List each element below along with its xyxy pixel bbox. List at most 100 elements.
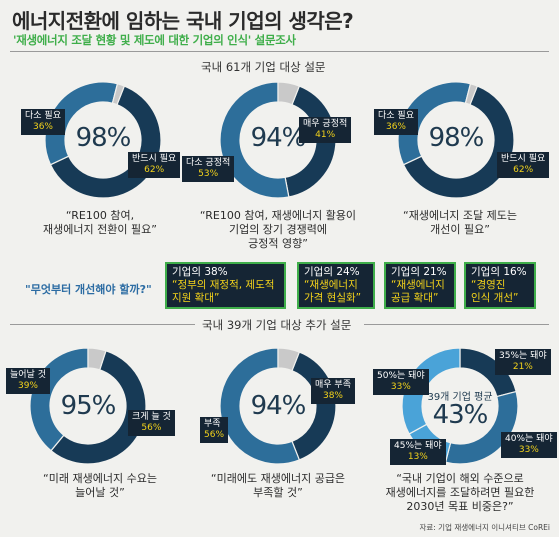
caption-line: 2030년 목표 비중은?”	[406, 500, 514, 513]
chart-caption: “RE100 참여, 재생에너지 활용이 기업의 장기 경쟁력에 긍정적 영향”	[178, 209, 378, 251]
slice-label: 50%는 돼야 33%	[373, 369, 429, 395]
donut-center-value: 94%	[250, 391, 307, 421]
donut-slice	[87, 347, 107, 371]
slice-label: 다소 필요 36%	[374, 109, 418, 135]
improvement-head: 기업의 16%	[471, 266, 527, 278]
improvement-line: “재생에너지	[391, 279, 445, 291]
donut-center-value: 98%	[428, 123, 485, 153]
slice-label-pct: 62%	[513, 165, 534, 175]
slice-label: 반드시 필요 62%	[128, 152, 181, 178]
slice-label-text: 부족	[204, 419, 221, 429]
donut-slice	[219, 347, 301, 465]
slice-label-pct: 56%	[141, 423, 162, 433]
slice-label-pct: 41%	[315, 130, 336, 140]
improvement-line: “경영진	[471, 279, 506, 291]
caption-line: “국내 기업이 해외 수준으로	[396, 472, 524, 485]
improvement-box: 기업의 21% “재생에너지 공급 확대”	[384, 262, 456, 309]
survey-61-heading: 국내 61개 기업 대상 설문	[201, 60, 326, 74]
slice-label-text: 매우 긍정적	[303, 119, 348, 129]
slice-label: 반드시 필요 62%	[497, 152, 550, 178]
donut-center-value: 94%	[250, 123, 307, 153]
slice-label-pct: 33%	[390, 382, 411, 392]
chart-caption: “국내 기업이 해외 수준으로 재생에너지를 조달하려면 필요한 2030년 목…	[365, 472, 555, 514]
slice-label-pct: 33%	[518, 445, 539, 455]
donut-slice	[219, 81, 290, 199]
slice-label-pct: 56%	[204, 430, 225, 440]
slice-label: 매우 긍정적 41%	[299, 117, 352, 143]
source-note: 자료: 기업 재생에너지 이니셔티브 CoREi	[419, 523, 550, 532]
slice-label-text: 매우 부족	[315, 380, 351, 390]
slice-label: 늘어날 것 39%	[6, 368, 50, 394]
donut-slice	[464, 83, 479, 106]
caption-line: 긍정적 영향”	[248, 237, 308, 250]
slice-label: 매우 부족 38%	[311, 378, 355, 404]
slice-label-pct: 36%	[385, 122, 406, 132]
caption-line: 재생에너지를 조달하려면 필요한	[385, 486, 535, 499]
slice-label-text: 크게 늘 것	[132, 412, 171, 422]
slice-label-pct: 36%	[32, 122, 53, 132]
donut-slice	[277, 81, 301, 106]
chart-caption: “RE100 참여, 재생에너지 전환이 필요”	[10, 209, 190, 237]
slice-label-pct: 53%	[198, 169, 219, 179]
donut-slice	[402, 85, 515, 199]
improvement-box: 기업의 16% “경영진 인식 개선”	[464, 262, 536, 309]
improvement-line: “정부의 재정적, 제도적	[172, 279, 275, 291]
improvement-head: 기업의 21%	[391, 266, 447, 278]
donut-center-value: 43%	[432, 400, 489, 430]
improvement-head: 기업의 24%	[304, 266, 360, 278]
caption-line: “RE100 참여, 재생에너지 활용이	[199, 209, 357, 222]
donut-center-value: 98%	[75, 123, 132, 153]
slice-label: 크게 늘 것 56%	[128, 410, 175, 436]
caption-line: 늘어날 것”	[75, 486, 125, 499]
caption-line: “미래 재생에너지 수요는	[43, 472, 157, 485]
slice-label-pct: 13%	[407, 452, 428, 462]
slice-label: 다소 필요 36%	[21, 109, 65, 135]
caption-line: 개선이 필요”	[430, 223, 490, 236]
slice-label-text: 반드시 필요	[132, 154, 177, 164]
slice-label-pct: 21%	[512, 362, 533, 372]
improvement-box: 기업의 24% “재생에너지 가격 현실화”	[297, 262, 375, 309]
donut-chart-system-improve	[397, 81, 515, 199]
divider	[364, 324, 549, 325]
slice-label-text: 다소 긍정적	[186, 158, 231, 168]
slice-label-text: 45%는 돼야	[394, 441, 442, 451]
slice-label-text: 반드시 필요	[501, 154, 546, 164]
slice-label-pct: 62%	[144, 165, 165, 175]
improvement-question: "무엇부터 개선해야 할까?"	[25, 283, 152, 296]
slice-label: 40%는 돼야 33%	[501, 432, 557, 458]
page-title: 에너지전환에 임하는 국내 기업의 생각은?	[12, 9, 354, 33]
chart-caption: “재생에너지 조달 제도는 개선이 필요”	[370, 209, 550, 237]
caption-line: 부족할 것”	[253, 486, 303, 499]
improvement-line: 공급 확대”	[391, 292, 439, 304]
improvement-line: 인식 개선”	[471, 292, 519, 304]
caption-line: “재생에너지 조달 제도는	[403, 209, 517, 222]
caption-line: 기업의 장기 경쟁력에	[228, 223, 328, 236]
slice-label: 35%는 돼야 21%	[495, 349, 551, 375]
donut-slice	[277, 347, 301, 372]
caption-line: “RE100 참여,	[65, 209, 135, 222]
page-subtitle: '재생에너지 조달 현황 및 제도에 대한 기업의 인식' 설문조사	[13, 33, 296, 47]
divider	[10, 51, 549, 52]
slice-label-text: 다소 필요	[378, 111, 414, 121]
donut-center-value: 95%	[60, 391, 117, 421]
improvement-box: 기업의 38% “정부의 재정적, 제도적 지원 확대”	[165, 262, 286, 309]
slice-label-text: 35%는 돼야	[499, 351, 547, 361]
caption-line: “미래에도 재생에너지 공급은	[210, 472, 346, 485]
slice-label-pct: 38%	[322, 391, 343, 401]
slice-label: 다소 긍정적 53%	[182, 156, 235, 182]
slice-label: 부족 56%	[200, 417, 229, 443]
slice-label-text: 40%는 돼야	[505, 434, 553, 444]
donut-slice	[50, 350, 147, 465]
survey-39-heading: 국내 39개 기업 대상 추가 설문	[202, 318, 352, 332]
divider	[10, 324, 195, 325]
donut-center-caption: 39개 기업 평균	[427, 392, 493, 403]
improvement-line: 가격 현실화”	[304, 292, 362, 304]
improvement-line: 지원 확대”	[172, 292, 220, 304]
chart-caption: “미래에도 재생에너지 공급은 부족할 것”	[178, 472, 378, 500]
chart-caption: “미래 재생에너지 수요는 늘어날 것”	[10, 472, 190, 500]
caption-line: 재생에너지 전환이 필요”	[43, 223, 157, 236]
donut-slice	[111, 83, 126, 106]
slice-label-text: 다소 필요	[25, 111, 61, 121]
slice-label-text: 늘어날 것	[10, 370, 46, 380]
slice-label: 45%는 돼야 13%	[390, 439, 446, 465]
